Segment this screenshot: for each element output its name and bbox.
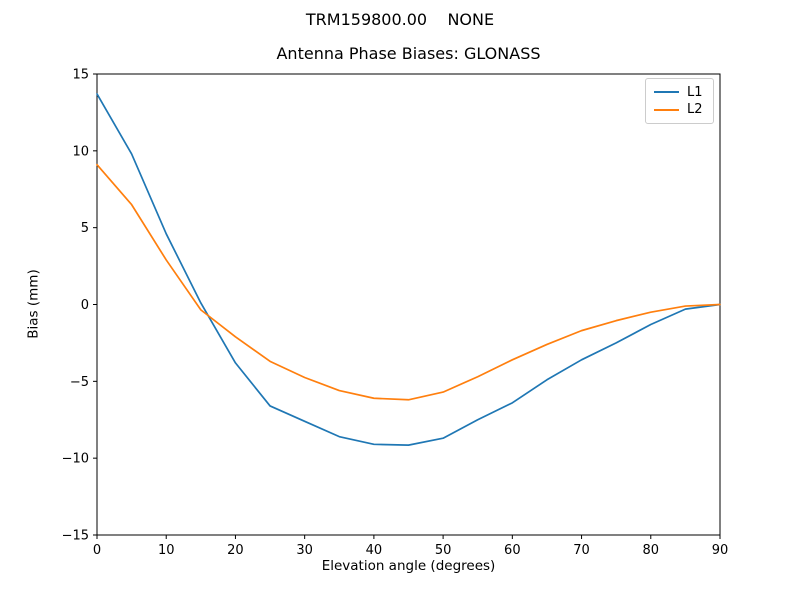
y-tick-label: −15 — [62, 529, 89, 544]
legend-swatch-l1 — [654, 91, 679, 94]
legend-label: L1 — [687, 84, 703, 100]
series-line-l1 — [96, 93, 721, 446]
legend: L1 L2 — [645, 78, 714, 124]
legend-entry-l2: L2 — [646, 103, 713, 116]
x-tick-label: 0 — [93, 543, 101, 558]
x-tick-label: 80 — [643, 543, 660, 558]
x-tick-label: 50 — [435, 543, 452, 558]
y-tick-label: −5 — [70, 375, 89, 390]
x-tick-label: 40 — [366, 543, 383, 558]
figure-suptitle: TRM159800.00 NONE — [305, 10, 495, 29]
x-tick-label: 70 — [573, 543, 590, 558]
y-axis-label: Bias (mm) — [25, 269, 42, 339]
x-tick-label: 20 — [227, 543, 244, 558]
x-axis-label: Elevation angle (degrees) — [321, 558, 496, 574]
y-tick-label: 10 — [72, 144, 89, 159]
x-tick-label: 60 — [504, 543, 521, 558]
x-tick-label: 30 — [296, 543, 313, 558]
legend-swatch-l2 — [654, 108, 679, 111]
series-line-l2 — [96, 163, 721, 401]
legend-entry-l1: L1 — [646, 86, 713, 99]
y-tick-label: 0 — [81, 298, 89, 313]
y-tick-label: 5 — [81, 221, 89, 236]
y-tick-label: 15 — [72, 68, 89, 83]
x-tick-label: 10 — [158, 543, 175, 558]
axes-title: Antenna Phase Biases: GLONASS — [276, 44, 541, 63]
x-tick-label: 90 — [712, 543, 729, 558]
y-tick-label: −10 — [62, 452, 89, 467]
legend-label: L2 — [687, 102, 703, 118]
axes-frame — [96, 73, 721, 536]
